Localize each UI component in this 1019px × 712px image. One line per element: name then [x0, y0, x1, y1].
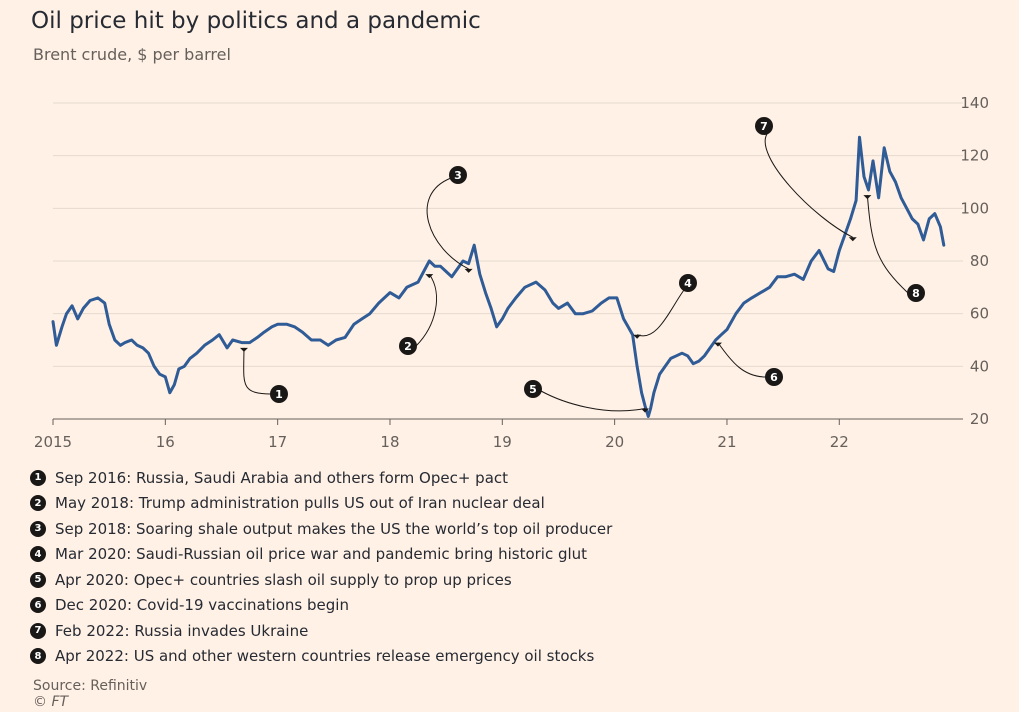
annotation-marker-number: 3 — [454, 169, 462, 182]
annotation-note-text: May 2018: Trump administration pulls US … — [55, 494, 545, 513]
annotation-leader-line — [764, 133, 853, 238]
annotation-marker-number: 2 — [404, 340, 412, 353]
annotation-marker-4 — [679, 274, 697, 292]
annotation-marker-number: 7 — [760, 120, 768, 133]
annotation-note-4: 4 Mar 2020: Saudi-Russian oil price war a… — [30, 542, 612, 568]
chart-frame — [10, 2, 1010, 710]
annotation-note-text: Mar 2020: Saudi-Russian oil price war an… — [55, 545, 588, 564]
annotation-arrowhead — [863, 195, 872, 200]
y-tick-label: 20 — [970, 410, 989, 428]
y-tick-label: 60 — [970, 305, 989, 323]
annotation-arrowhead — [425, 274, 434, 279]
annotation-note-badge: 2 — [30, 495, 46, 512]
annotation-marker-number: 6 — [770, 371, 778, 384]
annotation-marker-number: 8 — [912, 287, 920, 300]
y-tick-label: 40 — [970, 357, 989, 375]
annotation-note-1: 1 Sep 2016: Russia, Saudi Arabia and othe… — [30, 465, 612, 491]
annotation-marker-8 — [907, 284, 925, 302]
x-tick-label: 18 — [380, 433, 399, 451]
annotation-arrowhead — [713, 342, 722, 347]
annotation-note-text: Dec 2020: Covid-19 vaccinations begin — [55, 596, 349, 615]
x-tick-label: 17 — [268, 433, 287, 451]
annotation-note-5: 5 Apr 2020: Opec+ countries slash oil sup… — [30, 567, 612, 593]
y-tick-label: 120 — [960, 147, 989, 165]
annotation-arrowhead — [464, 268, 473, 273]
annotation-arrowhead — [239, 347, 248, 352]
annotation-note-badge: 3 — [30, 520, 46, 537]
x-tick-label: 20 — [605, 433, 624, 451]
x-tick-label: 16 — [156, 433, 175, 451]
annotation-note-badge: 4 — [30, 546, 46, 563]
annotation-note-2: 2 May 2018: Trump administration pulls US… — [30, 491, 612, 517]
annotation-marker-7 — [755, 117, 773, 135]
annotation-leader-line — [426, 177, 469, 270]
annotation-note-text: Feb 2022: Russia invades Ukraine — [55, 621, 309, 640]
annotation-note-badge: 6 — [30, 597, 46, 614]
annotation-marker-5 — [524, 380, 542, 398]
annotation-note-text: Sep 2016: Russia, Saudi Arabia and other… — [55, 468, 509, 487]
annotation-marker-number: 1 — [275, 388, 283, 401]
chart-subtitle: Brent crude, $ per barrel — [33, 45, 231, 64]
annotation-arrowhead — [848, 237, 857, 242]
chart-title: Oil price hit by politics and a pandemic — [31, 8, 481, 34]
x-tick-label: 22 — [830, 433, 849, 451]
annotation-note-badge: 8 — [30, 648, 46, 665]
y-tick-label: 140 — [960, 94, 989, 112]
annotation-note-6: 6 Dec 2020: Covid-19 vaccinations begin — [30, 593, 612, 619]
y-tick-label: 100 — [960, 199, 989, 217]
copyright-note: © FT — [33, 694, 69, 710]
annotation-note-badge: 1 — [30, 469, 46, 486]
annotation-leader-line — [717, 342, 767, 378]
annotation-leader-line — [243, 347, 272, 395]
annotation-arrowhead — [640, 408, 649, 413]
annotation-note-badge: 5 — [30, 571, 46, 588]
annotation-leader-line — [540, 390, 646, 412]
annotation-marker-1 — [270, 385, 288, 403]
annotation-legend: 1 Sep 2016: Russia, Saudi Arabia and othe… — [30, 465, 612, 669]
y-tick-label: 80 — [970, 252, 989, 270]
annotation-note-badge: 7 — [30, 622, 46, 639]
annotation-arrowhead — [633, 334, 642, 339]
annotation-note-7: 7 Feb 2022: Russia invades Ukraine — [30, 618, 612, 644]
annotation-note-8: 8 Apr 2022: US and other western countrie… — [30, 644, 612, 670]
annotation-note-text: Sep 2018: Soaring shale output makes the… — [55, 519, 613, 538]
annotation-marker-number: 4 — [684, 277, 692, 290]
annotation-leader-line — [415, 273, 437, 347]
x-tick-label: 21 — [717, 433, 736, 451]
brent-price-line — [51, 135, 946, 418]
x-tick-label: 19 — [493, 433, 512, 451]
annotation-note-3: 3 Sep 2018: Soaring shale output makes th… — [30, 516, 612, 542]
x-tick-label: 2015 — [34, 433, 72, 451]
line-chart: 20 40 60 80 100 120 140 2015 16 17 18 19 20 21 22 1 2 3 4 5… — [34, 94, 989, 451]
source-note: Source: Refinitiv — [33, 678, 148, 694]
annotation-marker-2 — [399, 337, 417, 355]
annotation-marker-6 — [765, 368, 783, 386]
annotation-leader-line — [636, 289, 685, 337]
annotation-marker-number: 5 — [529, 383, 537, 396]
annotation-leader-line — [866, 195, 909, 294]
annotation-note-text: Apr 2022: US and other western countries… — [55, 647, 595, 666]
annotation-note-text: Apr 2020: Opec+ countries slash oil supp… — [55, 570, 512, 589]
annotation-marker-3 — [449, 166, 467, 184]
